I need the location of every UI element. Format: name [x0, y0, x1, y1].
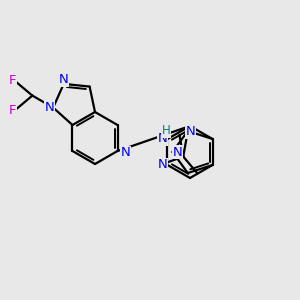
Text: N: N [158, 133, 167, 146]
Text: N: N [59, 74, 69, 86]
Text: N: N [186, 125, 196, 139]
Text: F: F [9, 104, 16, 117]
Text: N: N [172, 146, 182, 158]
Text: N: N [44, 101, 54, 114]
Text: F: F [9, 74, 16, 87]
Text: N: N [121, 146, 130, 160]
Text: H: H [161, 124, 170, 137]
Text: N: N [158, 158, 167, 172]
